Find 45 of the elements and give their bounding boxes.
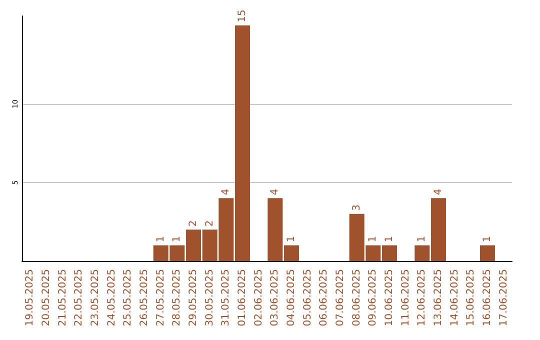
x-tick-label: 09.06.2025 (368, 269, 379, 326)
x-tick-label: 15.06.2025 (466, 269, 477, 326)
data-label: 4 (270, 188, 281, 196)
x-tick-label: 17.06.2025 (498, 269, 510, 326)
x-tick-label: 02.06.2025 (253, 269, 264, 326)
x-tick-label: 20.05.2025 (41, 269, 52, 326)
x-tick-label: 22.05.2025 (74, 269, 85, 326)
x-tick-label: 07.06.2025 (335, 269, 346, 326)
x-tick-label: 31.05.2025 (220, 269, 232, 326)
data-label: 4 (220, 188, 232, 196)
x-tick-label: 21.05.2025 (57, 269, 68, 326)
data-label: 2 (204, 220, 216, 227)
data-label: 1 (155, 236, 166, 242)
x-tick-label: 06.06.2025 (318, 269, 330, 326)
data-label: 1 (384, 236, 395, 242)
data-label: 1 (172, 236, 183, 242)
x-tick-label: 24.05.2025 (106, 269, 118, 326)
x-tick-label: 10.06.2025 (384, 269, 395, 326)
x-tick-label: 23.05.2025 (90, 269, 101, 326)
x-tick-label: 08.06.2025 (351, 269, 362, 326)
x-tick-label: 25.05.2025 (122, 269, 134, 326)
x-tick-label: 01.06.2025 (237, 269, 248, 326)
x-tick-label: 11.06.2025 (400, 269, 412, 326)
data-label: 1 (286, 236, 297, 242)
data-label: 15 (237, 10, 248, 22)
x-tick-label: 29.05.2025 (188, 269, 199, 326)
data-label: 1 (368, 236, 379, 242)
x-tick-label: 26.05.2025 (139, 269, 150, 326)
x-tick-label: 12.06.2025 (416, 269, 428, 326)
x-tick-label: 04.06.2025 (286, 269, 297, 326)
data-label: 3 (351, 204, 362, 211)
bar (480, 245, 496, 261)
x-tick-label: 16.06.2025 (482, 269, 493, 326)
x-tick-label: 05.06.2025 (302, 269, 314, 326)
x-tick-label: 13.06.2025 (433, 269, 444, 326)
x-tick-label: 14.06.2025 (449, 269, 460, 326)
data-label: 1 (416, 236, 428, 242)
x-tick-label: 03.06.2025 (270, 269, 281, 326)
data-label: 1 (482, 236, 493, 242)
x-tick-label: 27.05.2025 (155, 269, 166, 326)
x-tick-label: 19.05.2025 (24, 269, 36, 326)
data-label: 2 (188, 220, 199, 227)
data-label: 4 (433, 188, 444, 196)
x-tick-label: 30.05.2025 (204, 269, 216, 326)
x-tick-label: 28.05.2025 (172, 269, 183, 326)
